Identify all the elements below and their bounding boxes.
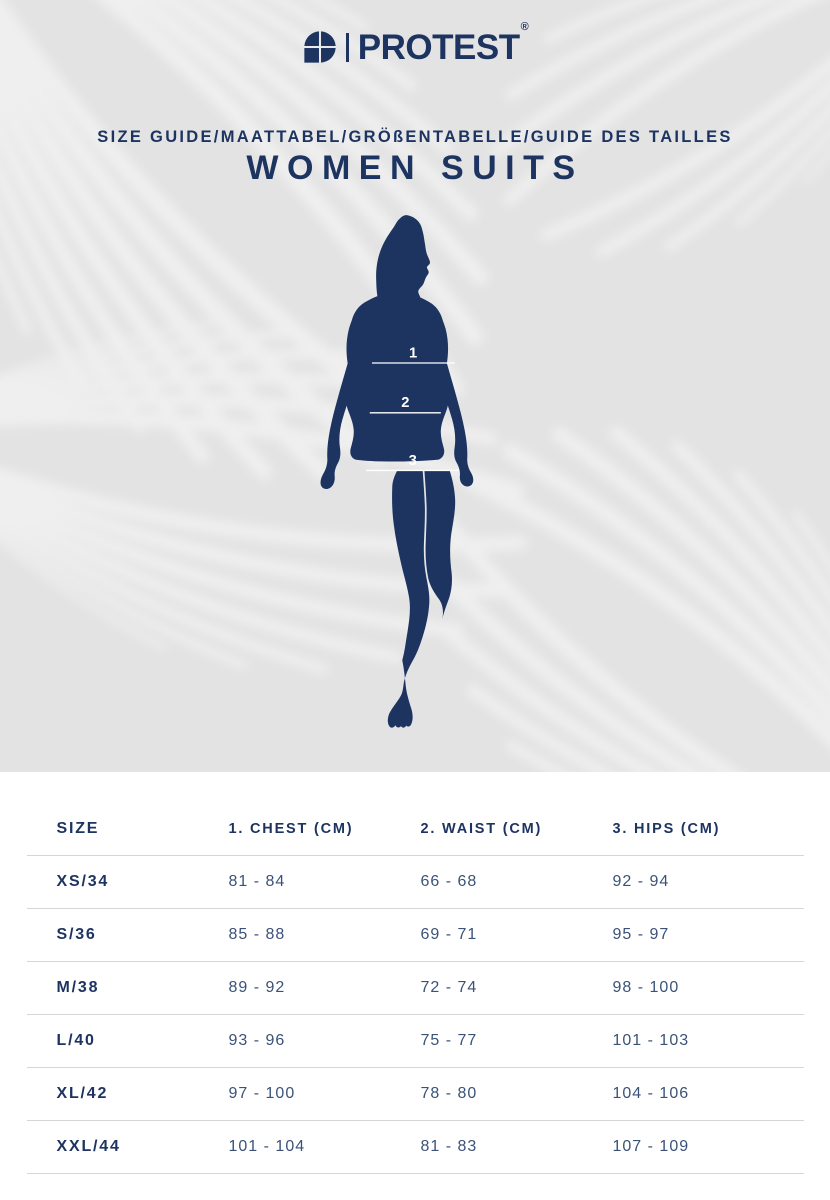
svg-text:2: 2 [401, 395, 409, 411]
svg-text:1: 1 [409, 345, 417, 361]
svg-text:3: 3 [409, 453, 417, 469]
